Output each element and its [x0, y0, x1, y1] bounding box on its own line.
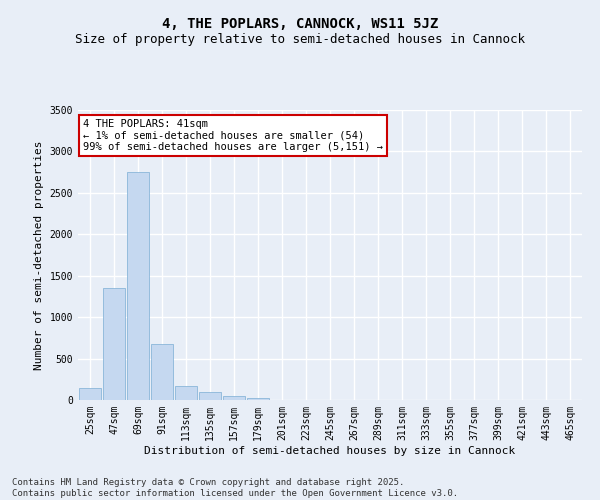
Bar	[175, 386, 197, 400]
Text: 4, THE POPLARS, CANNOCK, WS11 5JZ: 4, THE POPLARS, CANNOCK, WS11 5JZ	[162, 18, 438, 32]
Bar	[247, 398, 269, 400]
Bar	[79, 388, 101, 400]
Text: Contains HM Land Registry data © Crown copyright and database right 2025.
Contai: Contains HM Land Registry data © Crown c…	[12, 478, 458, 498]
Bar	[127, 172, 149, 400]
Text: Size of property relative to semi-detached houses in Cannock: Size of property relative to semi-detach…	[75, 32, 525, 46]
X-axis label: Distribution of semi-detached houses by size in Cannock: Distribution of semi-detached houses by …	[145, 446, 515, 456]
Text: 4 THE POPLARS: 41sqm
← 1% of semi-detached houses are smaller (54)
99% of semi-d: 4 THE POPLARS: 41sqm ← 1% of semi-detach…	[83, 118, 383, 152]
Y-axis label: Number of semi-detached properties: Number of semi-detached properties	[34, 140, 44, 370]
Bar	[103, 288, 125, 400]
Bar	[151, 344, 173, 400]
Bar	[199, 392, 221, 400]
Bar	[223, 396, 245, 400]
